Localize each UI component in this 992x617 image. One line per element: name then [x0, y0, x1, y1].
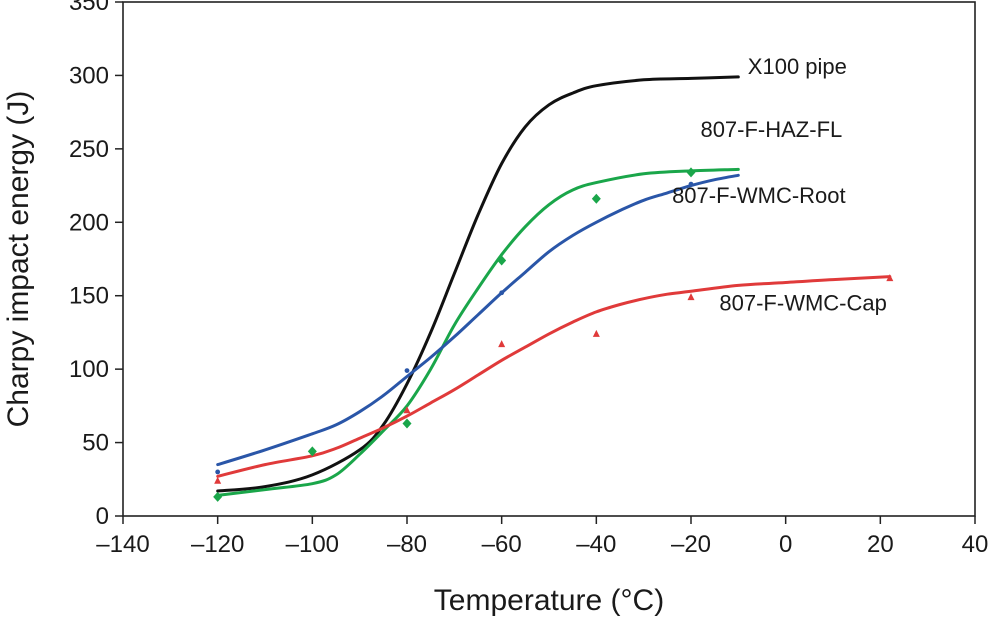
y-tick-label: 300 — [69, 62, 109, 89]
807-f-wmc-cap-data-point — [214, 476, 222, 484]
807-f-wmc-root-data-point — [688, 181, 694, 187]
807-f-haz-fl-data-point — [591, 193, 601, 204]
x-tick-label: 0 — [779, 531, 792, 558]
x-tick-label: –60 — [482, 531, 522, 558]
807-f-wmc-cap-data-point — [403, 406, 411, 414]
807-f-haz-fl-data-point — [307, 446, 317, 457]
807-f-haz-fl-data-point — [402, 418, 412, 429]
x-tick-label: –80 — [387, 531, 427, 558]
x-tick-label: –20 — [671, 531, 711, 558]
y-tick-label: 0 — [96, 503, 109, 530]
807-f-wmc-cap-data-point — [498, 340, 506, 348]
807-f-wmc-cap-data-point — [886, 274, 894, 282]
series-curves — [216, 75, 892, 497]
807-f-wmc-root-data-point — [499, 290, 505, 296]
807-f-haz-fl-data-point — [497, 255, 507, 266]
x-tick-label: –100 — [286, 531, 339, 558]
x-axis-title: Temperature (°C) — [434, 584, 664, 617]
axis-ticks: –140 –120 –100 –80 –60 –40 –20 0 20 40 0 50 100 150 20… — [69, 0, 988, 558]
y-tick-label: 350 — [69, 0, 109, 16]
x-tick-label: –40 — [576, 531, 616, 558]
x100-pipe-curve — [216, 75, 740, 493]
y-axis-title: Charpy impact energy (J) — [2, 91, 35, 428]
807-f-wmc-cap-data-point — [592, 329, 600, 337]
x-tick-label: –120 — [191, 531, 244, 558]
x-tick-label: 40 — [962, 531, 989, 558]
y-tick-label: 150 — [69, 283, 109, 310]
807-f-wmc-cap-curve — [216, 275, 892, 478]
807-f-haz-fl-label: 807-F-HAZ-FL — [700, 117, 842, 142]
y-tick-label: 200 — [69, 209, 109, 236]
807-f-haz-fl-curve — [216, 167, 740, 497]
x100-pipe-label: X100 pipe — [748, 54, 847, 79]
series-labels: X100 pipe 807-F-HAZ-FL 807-F-WMC-Root 807-F… — [672, 54, 887, 315]
plot-frame — [122, 1, 976, 517]
807-f-wmc-root-data-point — [215, 469, 221, 475]
807-f-wmc-root-data-point — [404, 368, 410, 374]
x-tick-label: 20 — [867, 531, 894, 558]
y-tick-label: 250 — [69, 136, 109, 163]
807-f-wmc-root-label: 807-F-WMC-Root — [672, 183, 846, 208]
807-f-wmc-cap-data-point — [687, 293, 695, 301]
807-f-wmc-cap-label: 807-F-WMC-Cap — [719, 290, 886, 315]
series-markers — [213, 167, 894, 502]
807-f-haz-fl-data-point — [213, 491, 223, 502]
x-tick-label: –140 — [96, 531, 149, 558]
807-f-haz-fl-data-point — [686, 167, 696, 178]
y-tick-label: 50 — [82, 430, 109, 457]
y-tick-label: 100 — [69, 356, 109, 383]
